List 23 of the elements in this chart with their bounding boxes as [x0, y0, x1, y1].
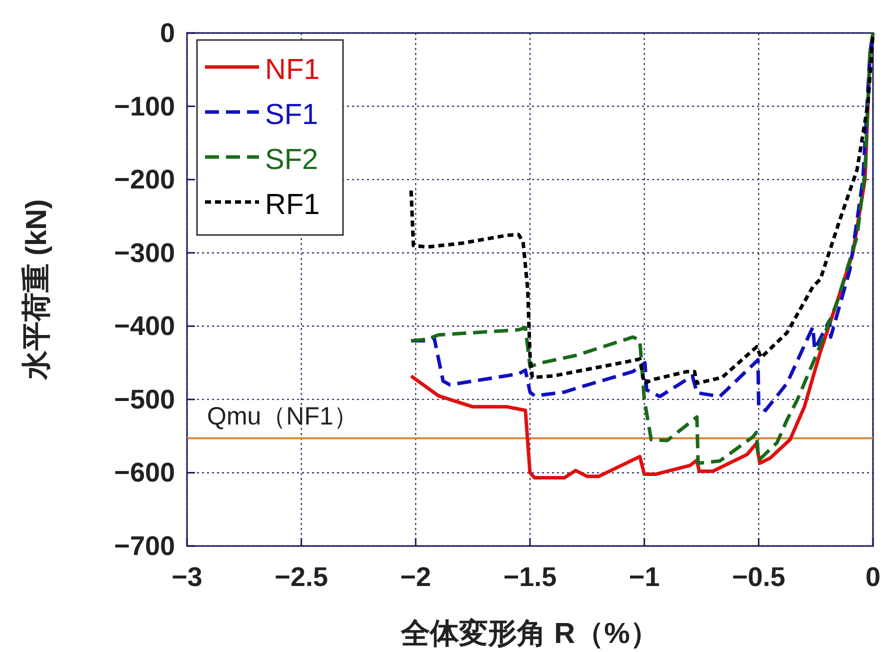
x-tick-label: −1: [628, 562, 660, 592]
x-tick-label: −3: [172, 562, 202, 592]
legend-label: SF2: [265, 144, 318, 176]
y-tick-label: −500: [114, 384, 175, 414]
x-tick-label: 0: [865, 562, 881, 592]
legend-label: RF1: [265, 189, 320, 221]
y-tick-label: −400: [114, 311, 175, 342]
x-tick-label: −2: [400, 562, 432, 592]
legend-label: NF1: [265, 54, 320, 86]
x-tick-label: −0.5: [732, 562, 786, 592]
y-tick-label: −700: [114, 531, 175, 561]
y-tick-label: −100: [114, 91, 175, 122]
y-axis-title: 水平荷重 (kN): [21, 199, 53, 381]
x-tick-label: −2.5: [274, 562, 328, 592]
x-tick-label: −1.5: [503, 562, 557, 592]
ref-line-label: Qmu（NF1）: [207, 402, 358, 430]
legend-label: SF1: [265, 99, 318, 131]
y-tick-label: −300: [114, 238, 175, 268]
x-axis-title: 全体変形角 R（%）: [400, 617, 659, 650]
y-tick-label: −200: [114, 164, 175, 195]
ref-line: Qmu（NF1）: [187, 402, 873, 440]
y-tick-label: −600: [114, 458, 175, 488]
y-tick-label: 0: [160, 18, 175, 48]
